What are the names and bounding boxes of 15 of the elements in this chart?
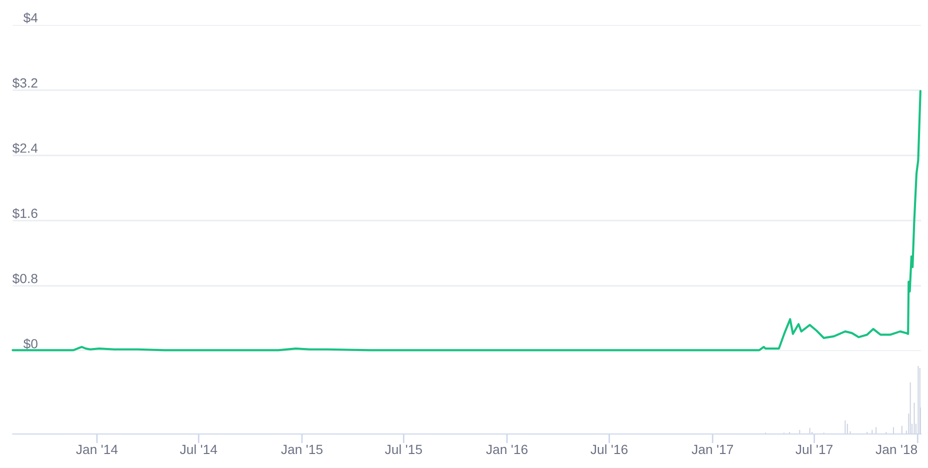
y-tick-label: $3.2 (12, 78, 38, 88)
y-tick-label: $4 (23, 12, 38, 24)
x-tick-label: Jul '16 (590, 444, 628, 454)
y-tick-label: $0 (23, 338, 38, 350)
x-tick-label: Jul '15 (385, 444, 422, 454)
x-tick-label: Jan '18 (876, 444, 918, 454)
x-tick-label: Jan '15 (281, 444, 322, 454)
x-tick-label: Jan '14 (76, 444, 118, 454)
y-tick-label: $0.8 (12, 273, 38, 284)
x-tick-label: Jan '16 (486, 444, 528, 454)
y-tick-label: $2.4 (12, 142, 38, 154)
y-tick-label: $1.6 (12, 208, 38, 219)
x-tick-label: Jul '17 (796, 444, 832, 454)
x-tick-label: Jul '14 (180, 444, 218, 454)
x-tick-label: Jan '17 (692, 444, 734, 454)
